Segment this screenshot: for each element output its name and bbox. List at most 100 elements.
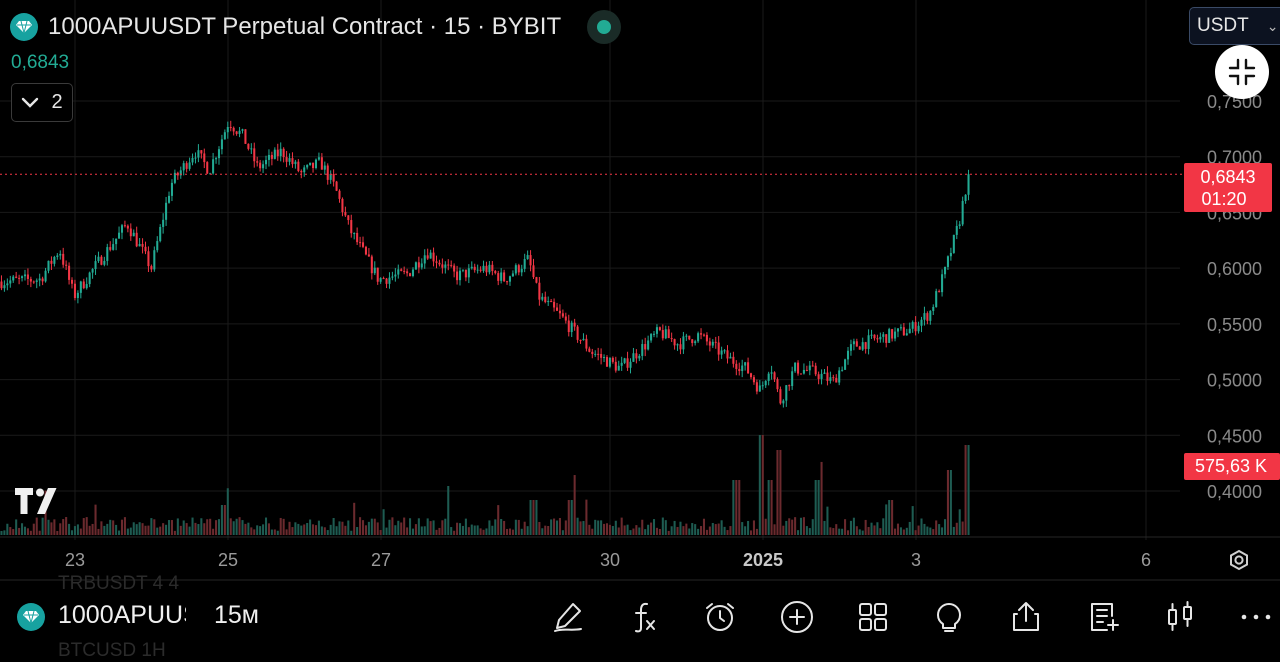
price-chart[interactable]: 0,40000,45000,50000,55000,60000,65000,70…: [0, 0, 1280, 585]
candle-body: [744, 362, 747, 366]
candle-body: [97, 256, 100, 262]
volume-bar: [629, 530, 632, 535]
candle-body: [929, 310, 932, 321]
candle-body: [15, 276, 18, 278]
x-tick-label: 27: [371, 550, 391, 570]
draw-button[interactable]: [548, 597, 588, 637]
volume-bar: [608, 524, 611, 535]
volume-bar: [364, 525, 367, 535]
candle-body: [570, 322, 573, 333]
alert-button[interactable]: [700, 597, 740, 637]
indicators-toggle-button[interactable]: 2: [11, 83, 73, 122]
volume-bar: [464, 518, 467, 535]
candle-body: [514, 265, 517, 274]
candle-body: [655, 327, 658, 334]
volume-bar: [902, 529, 905, 535]
volume-bar: [500, 518, 503, 535]
candle-body: [188, 162, 191, 169]
candle-body: [832, 377, 835, 379]
candle-body: [497, 273, 500, 281]
more-button[interactable]: [1236, 597, 1276, 637]
volume-bar: [776, 450, 779, 535]
candle-body: [132, 232, 135, 237]
volume-bar: [614, 520, 617, 535]
candle-body: [217, 149, 221, 159]
ideas-button[interactable]: [929, 597, 969, 637]
volume-bar: [18, 527, 21, 535]
volume-bar: [456, 522, 459, 535]
candle-body: [905, 333, 908, 336]
volume-bar: [126, 528, 129, 535]
share-button[interactable]: [1006, 597, 1046, 637]
volume-bar: [485, 528, 488, 535]
candle-body: [797, 362, 800, 374]
candle-body: [270, 154, 273, 159]
candle-body: [841, 369, 844, 371]
candle-body: [9, 280, 12, 284]
volume-bar: [797, 530, 800, 535]
volume-bar: [411, 528, 415, 535]
volume-bar: [650, 522, 653, 535]
volume-bar: [432, 520, 435, 535]
watchlist-add-button[interactable]: [1084, 597, 1124, 637]
volume-bar: [373, 518, 376, 535]
volume-bar: [118, 530, 121, 535]
candle-body: [376, 267, 379, 282]
currency-select[interactable]: USDT ⌄: [1189, 7, 1280, 45]
candle-body: [0, 281, 3, 289]
candle-body: [511, 273, 514, 277]
volume-bar: [467, 527, 470, 535]
volume-bar: [429, 521, 432, 535]
symbol-button[interactable]: 1000APUUSDT: [58, 601, 186, 629]
market-status-icon[interactable]: [587, 10, 622, 44]
candle-body: [779, 389, 782, 404]
collapse-button[interactable]: [1215, 45, 1269, 99]
candle-body: [464, 269, 467, 278]
candle-body: [447, 264, 450, 266]
volume-bar: [115, 524, 118, 535]
volume-bar: [497, 505, 500, 535]
volume-bar: [802, 517, 805, 535]
candle-body: [206, 162, 209, 174]
volume-bar: [700, 526, 703, 535]
indicators-button[interactable]: [624, 597, 664, 637]
candle-body: [332, 174, 335, 182]
volume-bar: [288, 521, 291, 535]
candle-body: [47, 260, 50, 271]
volume-bar: [417, 518, 420, 535]
candle-body: [723, 350, 726, 352]
volume-bar: [73, 526, 76, 535]
candle-body: [508, 276, 512, 282]
candle-body: [582, 338, 585, 341]
brand-diamond-icon: [10, 13, 38, 41]
interval-button[interactable]: 15м: [214, 601, 259, 629]
volume-bar: [444, 518, 447, 535]
volume-bar: [220, 505, 223, 535]
volume-bar: [68, 523, 71, 535]
volume-bar: [382, 509, 385, 535]
volume-bar: [779, 450, 782, 535]
candle-body: [373, 267, 376, 274]
chart-type-button[interactable]: [1160, 597, 1200, 637]
volume-bar: [658, 528, 661, 535]
candle-body: [162, 219, 165, 227]
volume-bar: [691, 523, 694, 535]
candle-body: [276, 149, 279, 157]
volume-bar: [520, 528, 523, 535]
candle-body: [814, 365, 817, 375]
volume-bar: [747, 520, 750, 535]
layout-button[interactable]: [853, 597, 893, 637]
candle-body: [888, 329, 891, 343]
volume-bar: [82, 518, 85, 535]
volume-bar: [908, 521, 911, 535]
candle-body: [708, 341, 711, 346]
add-button[interactable]: [777, 597, 817, 637]
volume-bar: [50, 522, 53, 535]
candle-body: [123, 225, 126, 227]
volume-bar: [544, 525, 547, 535]
volume-bar: [291, 527, 294, 535]
settings-icon[interactable]: [1225, 546, 1253, 579]
volume-bar: [526, 526, 529, 535]
volume-bar: [794, 517, 797, 535]
volume-bar: [167, 520, 171, 535]
